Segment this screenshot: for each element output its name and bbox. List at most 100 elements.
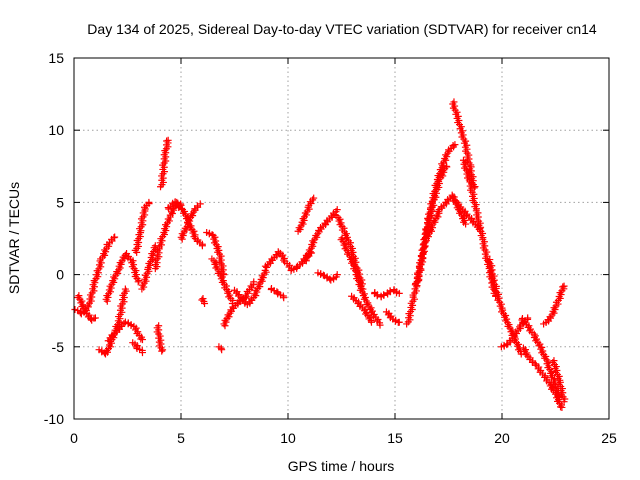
data-point (111, 233, 119, 241)
series-track-15 (203, 228, 228, 279)
data-point (380, 291, 388, 299)
data-point (279, 251, 287, 259)
series-track-17 (198, 295, 209, 307)
data-point (525, 322, 533, 330)
data-point (364, 299, 372, 307)
data-point (363, 308, 371, 316)
data-point (85, 311, 93, 319)
data-point (477, 227, 485, 235)
series-track-29 (371, 286, 403, 301)
series-track-30 (382, 308, 403, 326)
data-point (560, 282, 568, 290)
data-point (319, 271, 327, 279)
series-track-1 (71, 233, 119, 318)
series-track-3 (95, 285, 130, 358)
series-track-2 (74, 292, 99, 324)
data-point (76, 309, 84, 317)
data-point (218, 346, 226, 354)
data-point (374, 315, 382, 323)
data-point (137, 335, 145, 343)
x-tick-label: 15 (387, 430, 403, 446)
data-point (145, 198, 153, 206)
data-point (310, 194, 318, 202)
data-point (159, 346, 167, 354)
data-point (135, 276, 143, 284)
x-tick-label: 5 (177, 430, 185, 446)
data-point (333, 206, 341, 214)
x-tick-label: 10 (280, 430, 296, 446)
series-track-38 (497, 314, 532, 351)
series-track-24 (301, 206, 341, 265)
series-track-13 (172, 201, 206, 250)
data-point (333, 271, 341, 279)
data-point (557, 403, 565, 411)
series-track-8 (138, 242, 159, 293)
data-point (151, 242, 159, 250)
series-track-16 (208, 255, 237, 307)
data-point (376, 321, 384, 329)
y-axis-title: SDTVAR / TECUs (6, 182, 22, 294)
x-tick-label: 20 (494, 430, 510, 446)
data-point (462, 220, 470, 228)
data-point (526, 325, 534, 333)
data-point (434, 207, 442, 215)
data-point (395, 318, 403, 326)
points-layer (71, 98, 569, 411)
series-track-9 (153, 322, 167, 355)
data-point (164, 136, 172, 144)
data-point (533, 335, 541, 343)
series-track-41 (540, 282, 568, 328)
series-track-20 (231, 263, 271, 309)
x-axis-title: GPS time / hours (288, 458, 395, 474)
series-track-42 (549, 357, 569, 406)
data-point (367, 318, 375, 326)
series-track-6 (129, 339, 146, 357)
series-track-31 (403, 162, 451, 328)
x-tick-label: 25 (601, 430, 617, 446)
data-point (138, 349, 146, 357)
data-point (121, 285, 129, 293)
data-point (158, 347, 166, 355)
plot-frame (73, 57, 610, 420)
series-track-14 (177, 200, 204, 243)
data-point (370, 310, 378, 318)
series-track-18 (215, 343, 226, 354)
series-track-32 (412, 141, 459, 290)
data-point (198, 242, 206, 250)
series-track-25 (314, 269, 341, 284)
series-track-21 (261, 248, 316, 275)
data-point (280, 294, 288, 302)
y-tick-label: -5 (52, 339, 65, 355)
y-tick-label: 15 (48, 50, 64, 66)
series-track-27 (337, 234, 384, 329)
series-track-22 (267, 284, 288, 302)
series-track-23 (294, 194, 318, 235)
data-point (516, 323, 524, 331)
data-point (91, 314, 99, 322)
data-point (558, 403, 566, 411)
series-track-7 (131, 198, 153, 256)
series-track-19 (220, 278, 258, 330)
y-tick-label: 10 (48, 122, 64, 138)
data-point (523, 349, 531, 357)
y-tick-label: 5 (56, 194, 64, 210)
data-point (559, 283, 567, 291)
x-tick-label: 0 (70, 430, 78, 446)
data-point (548, 384, 556, 392)
data-point (196, 200, 204, 208)
series-track-4 (102, 250, 143, 305)
series-track-39 (518, 315, 564, 401)
ticks-layer: 0 5 10 15 20 25 -10 -5 0 5 10 15 (44, 50, 617, 446)
y-tick-label: -10 (44, 411, 64, 427)
data-point (138, 336, 146, 344)
data-point (366, 313, 374, 321)
y-tick-label: 0 (56, 267, 64, 283)
data-point (250, 278, 258, 286)
data-point (280, 256, 288, 264)
series-track-37 (484, 256, 525, 358)
data-point (513, 330, 521, 338)
data-point (134, 278, 142, 286)
data-point (395, 289, 403, 297)
series-track-5 (104, 318, 146, 345)
